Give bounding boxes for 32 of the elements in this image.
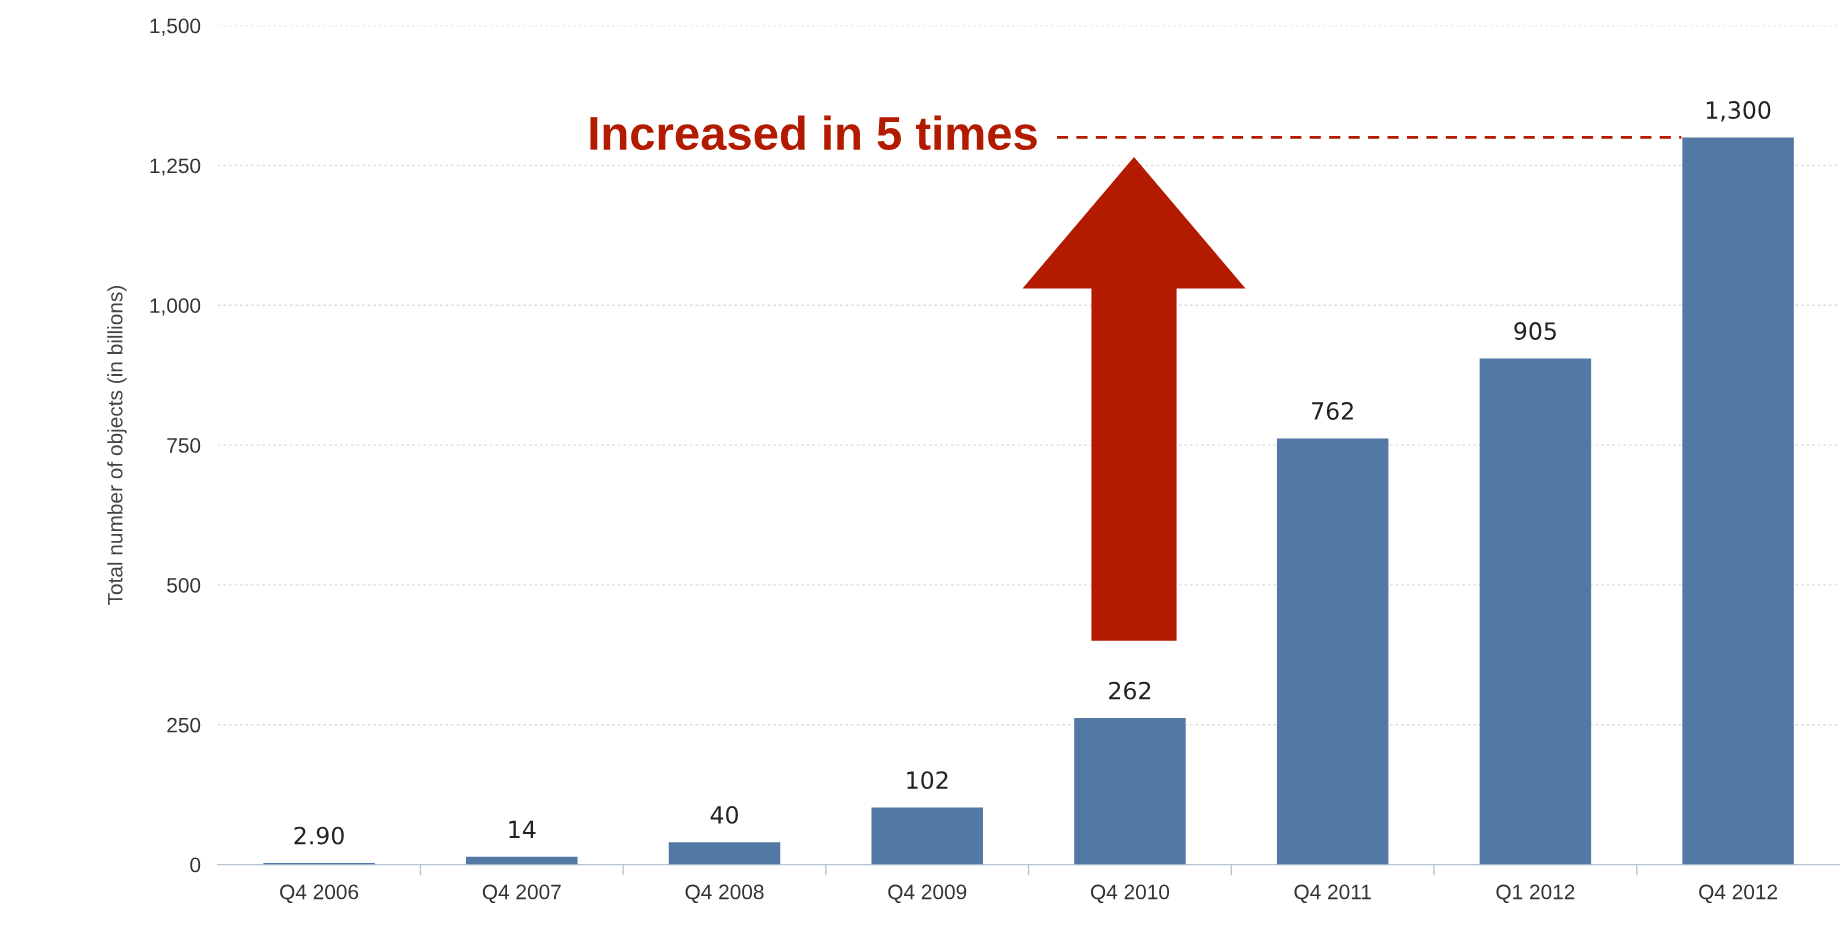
x-tick-label: Q4 2008: [685, 884, 764, 904]
bar: [1479, 358, 1592, 865]
bar: [871, 807, 983, 865]
y-tick-label: 250: [167, 717, 201, 733]
x-tick-label: Q4 2006: [280, 884, 359, 904]
y-tick-label: 1,500: [150, 18, 201, 36]
y-tick-label: 500: [167, 577, 201, 593]
data-label: 2.90: [294, 826, 344, 845]
data-label: 14: [509, 820, 536, 838]
x-tick-label: Q4 2007: [482, 884, 561, 904]
bar: [668, 842, 781, 865]
data-label: 905: [1514, 322, 1556, 340]
data-label: 1,300: [1706, 101, 1771, 122]
y-tick-label: 750: [167, 438, 201, 453]
y-tick-label: 0: [190, 857, 201, 873]
bar: [1074, 718, 1186, 865]
ref-line-label: Increased in 5 times: [590, 115, 1037, 151]
bar: [466, 856, 578, 865]
x-tick-label: Q1 2012: [1496, 884, 1575, 904]
y-tick-label: 1,000: [150, 298, 201, 316]
bar: [1682, 137, 1794, 865]
data-label: 40: [710, 805, 738, 824]
y-axis-title: Total number of objects (in billions): [107, 286, 127, 605]
x-tick-label: Q4 2009: [888, 884, 967, 904]
x-tick-label: Q4 2012: [1699, 884, 1778, 904]
data-label: 262: [1109, 681, 1151, 700]
data-label: 762: [1312, 402, 1353, 420]
x-tick-label: Q4 2011: [1294, 884, 1371, 904]
bar: [1276, 438, 1389, 865]
x-tick-label: Q4 2010: [1090, 884, 1170, 904]
data-label: 102: [907, 771, 948, 790]
y-tick-label: 1,250: [150, 158, 201, 176]
